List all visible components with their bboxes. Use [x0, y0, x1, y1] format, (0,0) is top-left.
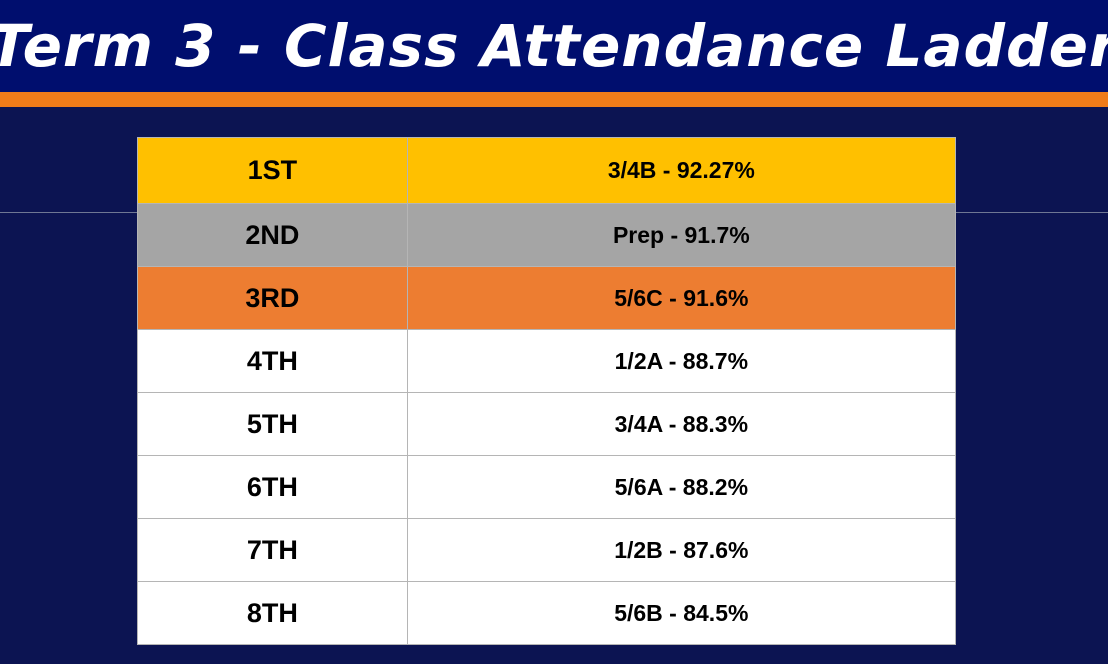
ladder-row-2: 2ND Prep - 91.7% — [137, 203, 957, 267]
rank-cell: 5TH — [137, 392, 408, 456]
rank-cell: 2ND — [137, 203, 408, 267]
header-banner: Term 3 - Class Attendance Ladder — [0, 0, 1108, 92]
rank-cell: 8TH — [137, 581, 408, 645]
class-attendance-cell: 3/4B - 92.27% — [406, 137, 957, 204]
rank-cell: 3RD — [137, 266, 408, 330]
rank-cell: 7TH — [137, 518, 408, 582]
class-attendance-cell: 5/6C - 91.6% — [406, 266, 957, 330]
class-attendance-cell: 3/4A - 88.3% — [406, 392, 957, 456]
ladder-row-8: 8TH 5/6B - 84.5% — [137, 581, 957, 645]
class-attendance-cell: 5/6A - 88.2% — [406, 455, 957, 519]
rank-cell: 6TH — [137, 455, 408, 519]
class-attendance-cell: 1/2B - 87.6% — [406, 518, 957, 582]
page-title: Term 3 - Class Attendance Ladder — [0, 12, 1108, 80]
class-attendance-cell: Prep - 91.7% — [406, 203, 957, 267]
rank-cell: 4TH — [137, 329, 408, 393]
ladder-row-6: 6TH 5/6A - 88.2% — [137, 455, 957, 519]
class-attendance-cell: 1/2A - 88.7% — [406, 329, 957, 393]
accent-bar — [0, 92, 1108, 107]
class-attendance-cell: 5/6B - 84.5% — [406, 581, 957, 645]
rank-cell: 1ST — [137, 137, 408, 204]
attendance-ladder-table: 1ST 3/4B - 92.27% 2ND Prep - 91.7% 3RD 5… — [137, 137, 957, 645]
ladder-row-1: 1ST 3/4B - 92.27% — [137, 137, 957, 204]
ladder-row-5: 5TH 3/4A - 88.3% — [137, 392, 957, 456]
ladder-row-7: 7TH 1/2B - 87.6% — [137, 518, 957, 582]
ladder-row-4: 4TH 1/2A - 88.7% — [137, 329, 957, 393]
ladder-row-3: 3RD 5/6C - 91.6% — [137, 266, 957, 330]
